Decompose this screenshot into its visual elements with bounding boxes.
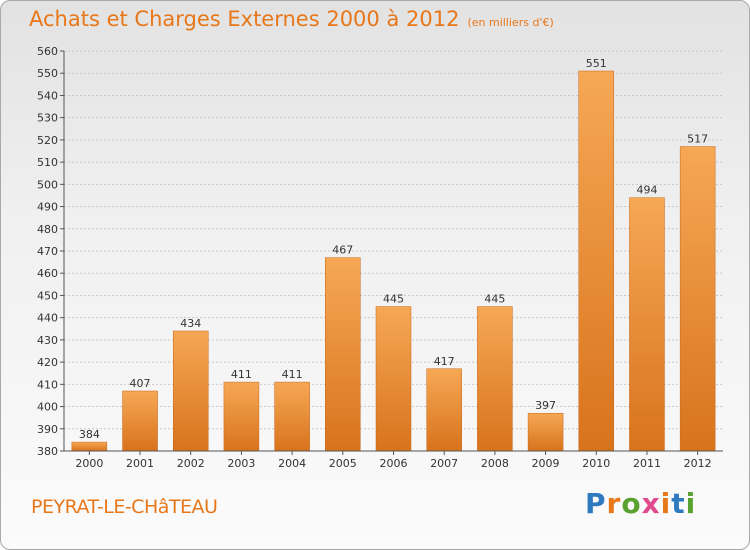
bar	[122, 390, 158, 452]
bar	[578, 70, 615, 452]
proxiti-logo: Proxiti	[585, 487, 696, 520]
commune-name: PEYRAT-LE-CHâTEAU	[31, 496, 218, 518]
bar	[325, 257, 361, 452]
bar-value-label: 551	[586, 57, 607, 70]
y-tick-label: 520	[37, 134, 58, 147]
bar-value-label: 517	[687, 133, 708, 146]
x-tick-label: 2005	[329, 457, 357, 470]
logo-letter: i	[660, 487, 672, 520]
chart-title: Achats et Charges Externes 2000 à 2012 (e…	[29, 7, 554, 31]
bar	[172, 330, 209, 452]
y-axis-ticks: 380 390 400 410 420 430 440 450 460 470 480 490 500 5…	[37, 45, 64, 458]
y-tick-label: 380	[37, 445, 58, 458]
x-tick-label: 2004	[278, 457, 306, 470]
bar-value-label: 397	[535, 399, 556, 412]
bar-value-label: 407	[130, 377, 151, 390]
x-axis-ticks: 2000 2001 2002 2003 2004 2005 2006 2007 2008 2009…	[75, 451, 712, 470]
logo-letter: P	[585, 487, 607, 520]
y-tick-label: 440	[37, 312, 58, 325]
logo-letter: i	[685, 487, 697, 520]
x-tick-label: 2000	[75, 457, 103, 470]
bar-value-label: 467	[332, 244, 353, 257]
logo-letter: o	[621, 487, 642, 520]
bar	[679, 146, 716, 452]
y-tick-label: 430	[37, 334, 58, 347]
x-tick-label: 2002	[177, 457, 205, 470]
y-tick-label: 510	[37, 156, 58, 169]
bar-value-label: 445	[484, 293, 505, 306]
y-tick-label: 480	[37, 223, 58, 236]
y-tick-label: 530	[37, 112, 58, 125]
x-tick-label: 2003	[227, 457, 255, 470]
bar	[223, 381, 260, 452]
y-tick-label: 460	[37, 267, 58, 280]
y-tick-label: 470	[37, 245, 58, 258]
bar-value-label: 411	[282, 368, 303, 381]
bar-value-label: 445	[383, 293, 404, 306]
logo-letter: r	[606, 487, 622, 520]
chart-subtitle: (en milliers d'€)	[467, 16, 554, 29]
bar	[426, 368, 462, 452]
y-tick-label: 420	[37, 356, 58, 369]
y-tick-label: 490	[37, 201, 58, 214]
bar-value-label: 434	[180, 317, 201, 330]
bar-value-label: 417	[434, 355, 455, 368]
y-tick-label: 400	[37, 401, 58, 414]
x-tick-label: 2010	[582, 457, 610, 470]
x-tick-label: 2009	[532, 457, 560, 470]
bar	[477, 306, 513, 452]
y-tick-label: 500	[37, 178, 58, 191]
bars: 384 407 434 411 411 467 445 417 445 397 551 494 517	[71, 57, 716, 452]
y-tick-label: 550	[37, 67, 58, 80]
y-tick-label: 390	[37, 423, 58, 436]
x-tick-label: 2001	[126, 457, 154, 470]
bar	[274, 381, 310, 452]
axes	[63, 51, 723, 452]
y-tick-label: 410	[37, 378, 58, 391]
x-tick-label: 2008	[481, 457, 509, 470]
y-tick-label: 540	[37, 89, 58, 102]
y-tick-label: 560	[37, 45, 58, 58]
x-tick-label: 2006	[380, 457, 408, 470]
y-tick-label: 450	[37, 289, 58, 302]
bar-value-label: 411	[231, 368, 252, 381]
x-tick-label: 2011	[633, 457, 661, 470]
bar-value-label: 494	[636, 184, 657, 197]
logo-letter: t	[671, 487, 686, 520]
logo-letter: x	[641, 487, 661, 520]
bar-value-label: 384	[79, 428, 100, 441]
bar	[375, 306, 412, 452]
bar	[629, 197, 665, 452]
bar	[71, 441, 108, 452]
x-tick-label: 2007	[430, 457, 458, 470]
bar	[527, 412, 564, 452]
x-tick-label: 2012	[684, 457, 712, 470]
